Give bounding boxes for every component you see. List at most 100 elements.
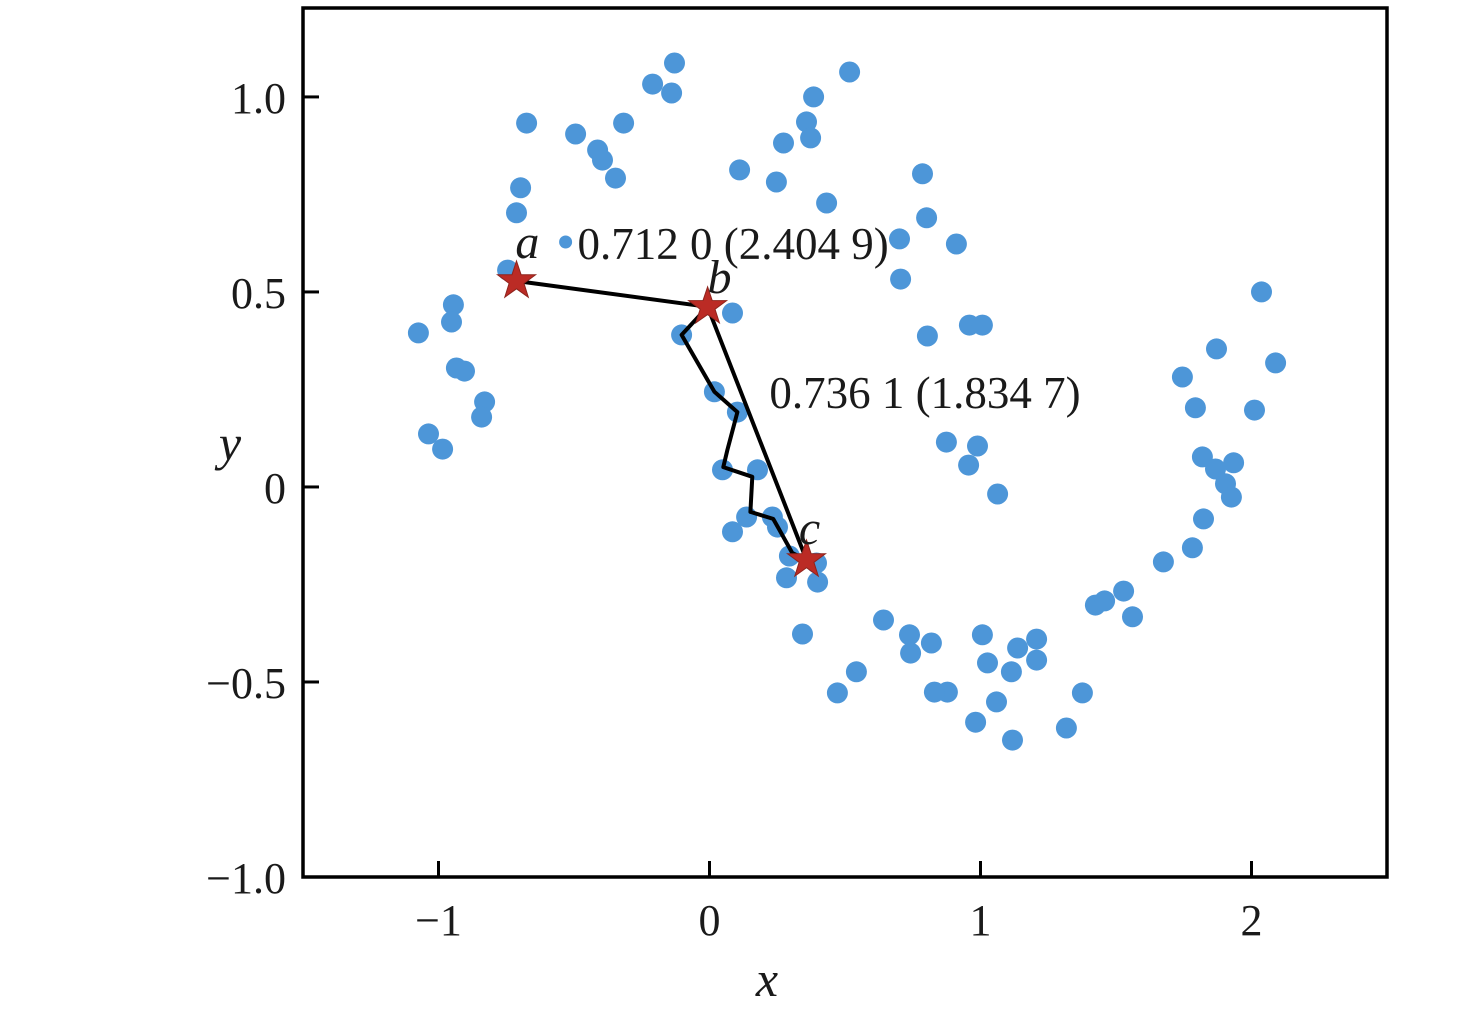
x-axis: −1 0 1 2: [415, 861, 1263, 945]
scatter-point: [661, 82, 683, 104]
scatter-point: [900, 642, 922, 664]
scatter-point: [664, 52, 685, 74]
scatter-point: [778, 545, 800, 567]
scatter-point: [441, 311, 462, 333]
scatter-point: [506, 202, 527, 224]
x-tick-label: 1: [970, 896, 992, 945]
scatter-point: [1055, 717, 1077, 739]
scatter-point: [845, 661, 867, 683]
scatter-point: [592, 149, 613, 171]
scatter-point: [565, 123, 587, 145]
y-axis: 1.0 0.5 0 −0.5 −1.0: [206, 74, 319, 903]
scatter-point: [1205, 458, 1226, 480]
x-tick-label: 0: [699, 896, 721, 945]
scatter-point: [432, 438, 454, 460]
scatter-point: [899, 624, 920, 646]
scatter-point: [1265, 352, 1287, 374]
star-marker-a: [495, 259, 538, 299]
scatter-point: [773, 132, 794, 154]
scatter-point: [1026, 628, 1048, 650]
scatter-point: [510, 177, 532, 199]
scatter-point: [613, 112, 635, 134]
scatter-point: [516, 112, 538, 134]
scatter-point: [1184, 397, 1206, 419]
scatter-point: [826, 682, 848, 704]
scatter-point: [807, 571, 829, 593]
scatter-point: [977, 652, 998, 674]
scatter-point: [839, 61, 861, 83]
y-tick-label: 1.0: [231, 74, 286, 123]
scatter-point: [454, 360, 475, 382]
edge-b-c-direct: [705, 304, 809, 562]
edge-a-b: [514, 279, 710, 309]
scatter-point: [1193, 508, 1214, 530]
scatter-point: [1171, 366, 1193, 388]
scatter-point: [1223, 452, 1245, 474]
annotation-ab: 0.712 0 (2.404 9): [578, 219, 889, 269]
star-label-c: c: [799, 502, 820, 555]
scatter-point: [987, 483, 1009, 505]
scatter-point: [971, 314, 993, 336]
star-marker-b: [687, 285, 729, 325]
scatter-point: [765, 171, 787, 193]
scatter-point: [923, 681, 945, 703]
y-tick-label: −1.0: [206, 854, 286, 903]
scatter-point: [722, 521, 743, 543]
scatter-point: [958, 454, 980, 476]
scatter-point: [712, 459, 733, 481]
scatter-point: [1220, 486, 1242, 508]
scatter-point: [800, 127, 822, 149]
y-axis-label: y: [214, 415, 242, 471]
x-tick-label: −1: [415, 896, 462, 945]
scatter-point: [1094, 590, 1116, 612]
scatter-point: [796, 111, 817, 133]
scatter-point: [986, 691, 1007, 713]
scatter-point: [971, 624, 993, 646]
scatter-point: [729, 159, 751, 181]
scatter-point: [816, 192, 838, 214]
star-markers: a b c: [495, 216, 827, 578]
scatter-point: [1026, 649, 1048, 671]
scatter-point: [935, 431, 957, 453]
x-axis-label: x: [755, 951, 778, 1007]
scatter-point: [889, 228, 910, 250]
path-segments: [514, 279, 809, 562]
x-tick-label: 2: [1241, 896, 1263, 945]
star-label-b: b: [708, 251, 732, 304]
scatter-point: [1071, 682, 1093, 704]
scatter-point: [1152, 551, 1174, 573]
scatter-point: [792, 623, 813, 645]
scatter-point: [873, 609, 894, 631]
scatter-point: [642, 73, 664, 95]
scatter-point: [1002, 729, 1023, 751]
scatter-point: [1000, 661, 1022, 683]
plot-frame: [301, 6, 1389, 879]
scatter-point: [803, 86, 825, 108]
scatter-point: [1122, 606, 1143, 628]
scatter-point: [916, 207, 938, 229]
scatter-point: [1244, 399, 1265, 421]
scatter-point: [442, 294, 464, 316]
y-tick-label: 0.5: [231, 269, 286, 318]
path-b-c-graph: [679, 304, 809, 562]
scatter-point: [605, 167, 626, 189]
scatter-point: [722, 302, 743, 324]
scatter-point: [920, 632, 942, 654]
scatter-point: [1181, 537, 1203, 559]
annotations: 0.712 0 (2.404 9) 0.736 1 (1.834 7): [578, 219, 1081, 418]
scatter-point: [965, 711, 987, 733]
scatter-point-small: [559, 235, 573, 249]
scatter-point: [1113, 580, 1135, 602]
scatter-point: [776, 567, 797, 589]
scatter-point: [471, 406, 493, 428]
scatter-point: [890, 268, 912, 290]
scatter-point: [407, 322, 429, 344]
scatter-point: [967, 435, 988, 457]
scatter-point: [912, 163, 933, 185]
scatter-point: [1007, 637, 1029, 659]
scatter-point: [1206, 338, 1227, 360]
annotation-bc: 0.736 1 (1.834 7): [769, 368, 1080, 418]
scatter-point: [1251, 281, 1272, 303]
